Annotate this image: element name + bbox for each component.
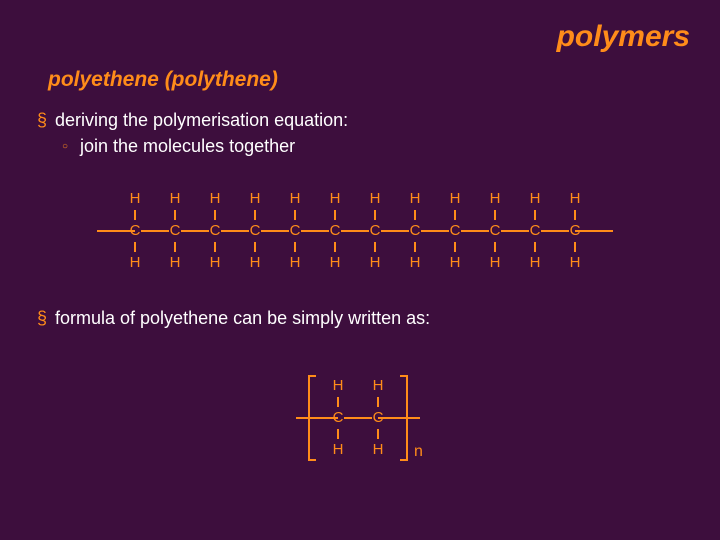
atom-h-bot: H [235,252,275,274]
repeat-unit: HCHHCHn [318,375,398,461]
bracket-right [406,375,408,461]
bond-v [294,242,296,252]
bond-v [414,210,416,220]
bond-v [534,242,536,252]
bond-v [254,210,256,220]
atom-h-top: H [515,188,555,210]
bracket-left [308,375,310,461]
bond-cc [344,417,372,419]
atom-h-top: H [115,188,155,210]
bond-v [334,242,336,252]
atom-h-top: H [235,188,275,210]
atom-h-bot: H [318,439,358,461]
subscript-n: n [414,443,423,461]
atom-h-top: H [318,375,358,397]
atom-h-top: H [395,188,435,210]
bond-v [574,242,576,252]
bond-v [334,210,336,220]
atom-h-bot: H [555,252,595,274]
atom-h-bot: H [515,252,555,274]
bond-v [494,242,496,252]
atom-h-bot: H [395,252,435,274]
title: polymers [557,20,690,54]
subtitle: polyethene (polythene) [48,68,278,92]
atom-h-top: H [358,375,398,397]
bond-tail [378,417,420,419]
bond-v [174,210,176,220]
atom-h-top: H [315,188,355,210]
bond-tail [575,230,613,232]
atom-h-bot: H [435,252,475,274]
bond-v [214,242,216,252]
bond-v [174,242,176,252]
atom-h-bot: H [355,252,395,274]
bond-v [337,429,339,439]
bond-v [374,210,376,220]
polymer-chain: HCHHCHHCHHCHHCHHCHHCHHCHHCHHCHHCHHCH [115,188,595,274]
bond-v [214,210,216,220]
bracket-right-top [400,375,408,377]
atom-h-bot: H [358,439,398,461]
bond-v [534,210,536,220]
bond-v [494,210,496,220]
bullet-formula: formula of polyethene can be simply writ… [55,308,430,329]
atom-h-bot: H [275,252,315,274]
atom-h-top: H [475,188,515,210]
atom-h-bot: H [115,252,155,274]
bracket-right-bot [400,459,408,461]
bond-v [134,242,136,252]
atom-h-bot: H [195,252,235,274]
atom-h-top: H [195,188,235,210]
bond-v [414,242,416,252]
bond-v [134,210,136,220]
bond-v [454,210,456,220]
atom-h-top: H [435,188,475,210]
bond-v [454,242,456,252]
bond-v [377,397,379,407]
bracket-left-top [308,375,316,377]
bullet-deriving: deriving the polymerisation equation: [55,110,348,131]
atom-h-bot: H [315,252,355,274]
bracket-left-bot [308,459,316,461]
atom-h-top: H [155,188,195,210]
bond-v [374,242,376,252]
bond-v [337,397,339,407]
bond-v [254,242,256,252]
bond-v [294,210,296,220]
bond-v [377,429,379,439]
subbullet-join: join the molecules together [80,136,295,157]
atom-h-top: H [275,188,315,210]
atom-h-top: H [355,188,395,210]
atom-h-bot: H [155,252,195,274]
bond-v [574,210,576,220]
atom-h-bot: H [475,252,515,274]
atom-h-top: H [555,188,595,210]
